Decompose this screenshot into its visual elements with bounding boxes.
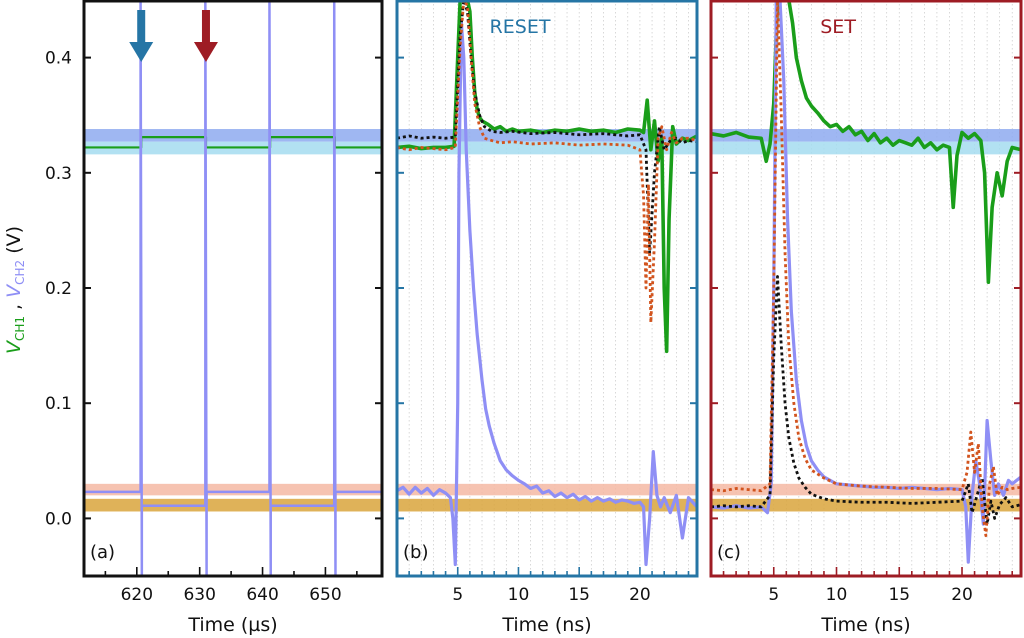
y-axis-title-separator: , [3, 298, 25, 316]
x-tick-label: 20 [629, 585, 651, 605]
x-tick-label: 10 [508, 585, 530, 605]
panel-a-plot-area [84, 0, 382, 576]
band-ch2-level-low [84, 498, 382, 512]
arrow-head [129, 42, 154, 62]
x-tick-label: 15 [568, 585, 590, 605]
y-tick-label: 0.2 [45, 279, 72, 299]
x-axis-title: Time (ns) [501, 614, 591, 636]
x-tick-label: 5 [452, 585, 463, 605]
panel-a-frame [82, 0, 384, 578]
band-ch2-level-low [711, 498, 1021, 512]
arrow-marker-2 [193, 10, 218, 62]
band-ch1-level-high [84, 129, 382, 142]
x-axis-title: Time (µs) [187, 614, 277, 636]
series-c-ch1 [711, 0, 1021, 285]
series-b-ch2 [397, 21, 697, 567]
panel-b: 5 10 15 20 Time (ns) (b) RESET [395, 0, 699, 636]
y-axis-title-ch1: V [3, 339, 25, 354]
panel-c-frame [709, 0, 1023, 578]
arrow-marker-1 [129, 10, 154, 62]
panel-b-plot-area [397, 0, 697, 576]
x-tick-label: 10 [826, 585, 848, 605]
y-tick-label: 0.3 [45, 164, 72, 184]
series-c-orange-dotted [711, 0, 1021, 538]
panel-c-plot-area [711, 0, 1021, 576]
x-tick-label: 640 [246, 585, 278, 605]
series-a-ch2 [84, 0, 382, 576]
y-axis-title-ch1-sub: CH1 [13, 316, 27, 341]
band-ch2-level-high [397, 483, 697, 496]
x-axis-title: Time (ns) [820, 614, 910, 636]
x-tick-label: 650 [309, 585, 341, 605]
y-tick-label: 0.4 [45, 49, 72, 69]
y-tick-label: 0.1 [45, 394, 72, 414]
panel-title: SET [820, 16, 856, 38]
panel-b-frame [395, 0, 699, 578]
panel-tag: (c) [717, 542, 741, 563]
arrow-head [193, 42, 218, 62]
arrow-shaft [137, 10, 146, 44]
y-axis-title: VCH1 , VCH2 (V) [3, 226, 27, 354]
panel-tag: (b) [403, 542, 428, 563]
band-ch2-level-high [84, 483, 382, 496]
panel-a: 620 630 640 650 Time (µs) (a) [82, 0, 384, 636]
panel-title: RESET [490, 16, 551, 38]
x-tick-label: 630 [183, 585, 215, 605]
x-tick-label: 5 [768, 585, 779, 605]
band-ch2-level-low [397, 498, 697, 512]
x-tick-label: 15 [888, 585, 910, 605]
panel-c: 5 10 15 20 Time (ns) (c) SET [709, 0, 1023, 636]
series-b-orange-dotted [397, 0, 697, 324]
y-axis-title-ch2: V [3, 283, 25, 298]
series-c-ch2 [711, 0, 1021, 564]
x-tick-label: 20 [951, 585, 973, 605]
band-ch2-level-high [711, 483, 1021, 496]
y-tick-label: 0.0 [45, 509, 72, 529]
panel-tag: (a) [90, 542, 115, 563]
y-axis-title-unit: (V) [3, 226, 25, 260]
x-tick-label: 620 [121, 585, 153, 605]
series-b-ch1 [397, 0, 697, 354]
y-axis-title-ch2-sub: CH2 [13, 260, 27, 285]
band-ch1-level-low [711, 141, 1021, 155]
arrow-shaft [201, 10, 210, 44]
